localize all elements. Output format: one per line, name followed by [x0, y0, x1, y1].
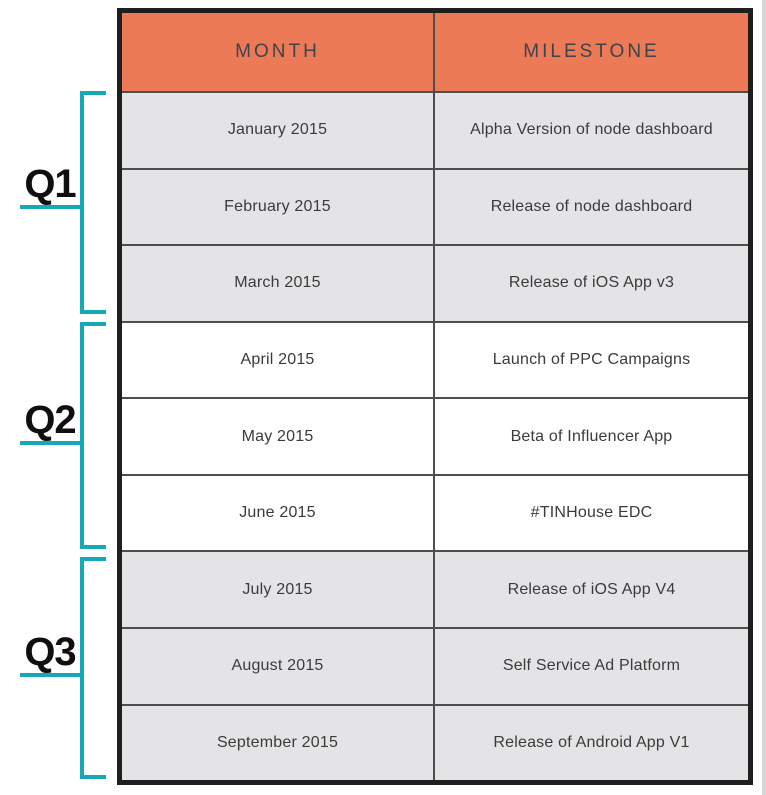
q2-bracket [80, 322, 106, 549]
table-header-row: MONTH MILESTONE [122, 13, 748, 91]
month-cell: May 2015 [122, 399, 435, 474]
milestone-cell: Release of iOS App V4 [507, 580, 676, 598]
month-cell: September 2015 [122, 705, 435, 781]
month-cell: June 2015 [122, 475, 435, 551]
milestone-cell: Alpha Version of node dashboard [470, 121, 713, 139]
milestone-cell: Release of Android App V1 [493, 733, 690, 751]
milestone-cell: Self Service Ad Platform [502, 657, 681, 675]
milestone-cell: Release of node dashboard [490, 197, 693, 215]
screen-edge-strip [762, 0, 766, 795]
table-row: January 2015 Alpha Version of node dashb… [122, 91, 748, 168]
milestone-cell: Release of iOS App v3 [508, 274, 675, 292]
q1-connector-line [20, 205, 84, 209]
q3-connector-line [20, 673, 84, 677]
q2-label: Q2 [24, 398, 76, 442]
milestone-cell: #TINHouse EDC [530, 504, 653, 522]
q3-bracket [80, 557, 106, 779]
table-row: August 2015 Self Service Ad Platform [122, 626, 748, 704]
table-row: September 2015 Release of Android App V1 [122, 703, 748, 781]
month-cell: August 2015 [122, 628, 435, 704]
q3-label: Q3 [24, 630, 76, 674]
month-cell: January 2015 [122, 93, 435, 168]
month-column-header: MONTH [122, 13, 435, 91]
month-cell: July 2015 [122, 552, 435, 627]
table-row: July 2015 Release of iOS App V4 [122, 550, 748, 627]
month-cell: April 2015 [122, 322, 435, 398]
month-cell: February 2015 [122, 169, 435, 245]
milestone-cell: Launch of PPC Campaigns [492, 350, 691, 368]
table-row: May 2015 Beta of Influencer App [122, 397, 748, 474]
table-row: March 2015 Release of iOS App v3 [122, 244, 748, 321]
table-row: February 2015 Release of node dashboard [122, 167, 748, 245]
milestone-cell: Beta of Influencer App [510, 427, 673, 445]
q2-connector-line [20, 441, 84, 445]
table-row: April 2015 Launch of PPC Campaigns [122, 320, 748, 398]
month-cell: March 2015 [122, 246, 435, 321]
milestone-column-header: MILESTONE [523, 41, 660, 62]
q1-label: Q1 [24, 162, 76, 206]
table-row: June 2015 #TINHouse EDC [122, 473, 748, 551]
milestone-table: MONTH MILESTONE January 2015 Alpha Versi… [117, 8, 753, 785]
q1-bracket [80, 91, 106, 314]
